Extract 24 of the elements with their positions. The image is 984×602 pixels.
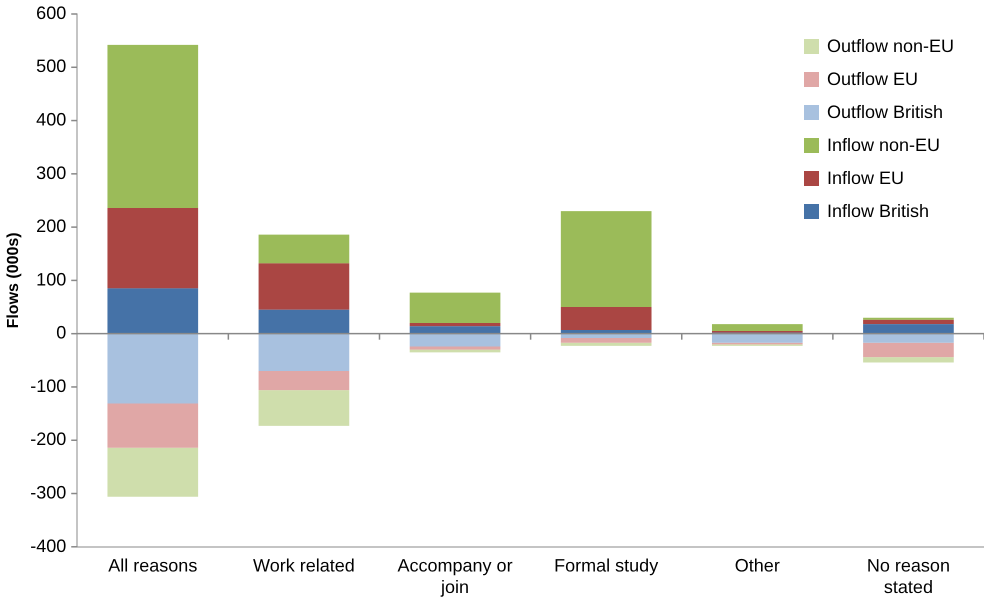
y-tick-label: 0	[56, 322, 66, 343]
y-tick-label: 200	[36, 216, 66, 236]
x-tick-label: Formal study	[554, 556, 658, 576]
legend-label: Outflow British	[826, 102, 943, 123]
y-axis-title: Flows (000s)	[5, 232, 22, 328]
y-tick-label: 100	[36, 269, 66, 290]
y-tick-label: -100	[30, 376, 66, 396]
x-tick-label: All reasons	[108, 556, 198, 576]
legend-label: Inflow non-EU	[826, 135, 940, 156]
y-tick-label: 600	[36, 2, 66, 23]
x-tick-label: Accompany or join	[398, 556, 513, 598]
y-tick-label: -300	[30, 482, 66, 502]
y-tick-label: 400	[36, 110, 66, 130]
legend-label: Inflow EU	[826, 168, 904, 189]
legend-label: Outflow EU	[826, 69, 918, 90]
y-tick-label: -200	[30, 429, 66, 450]
legend-label: Outflow non-EU	[826, 36, 954, 57]
legend-label: Inflow British	[826, 201, 929, 222]
y-tick-label: 300	[36, 162, 66, 183]
y-tick-label: 500	[36, 56, 66, 76]
x-tick-label: Work related	[253, 556, 355, 576]
y-tick-label: -400	[30, 536, 66, 556]
x-tick-label: Other	[734, 556, 780, 576]
x-tick-label: No reason stated	[866, 556, 950, 598]
